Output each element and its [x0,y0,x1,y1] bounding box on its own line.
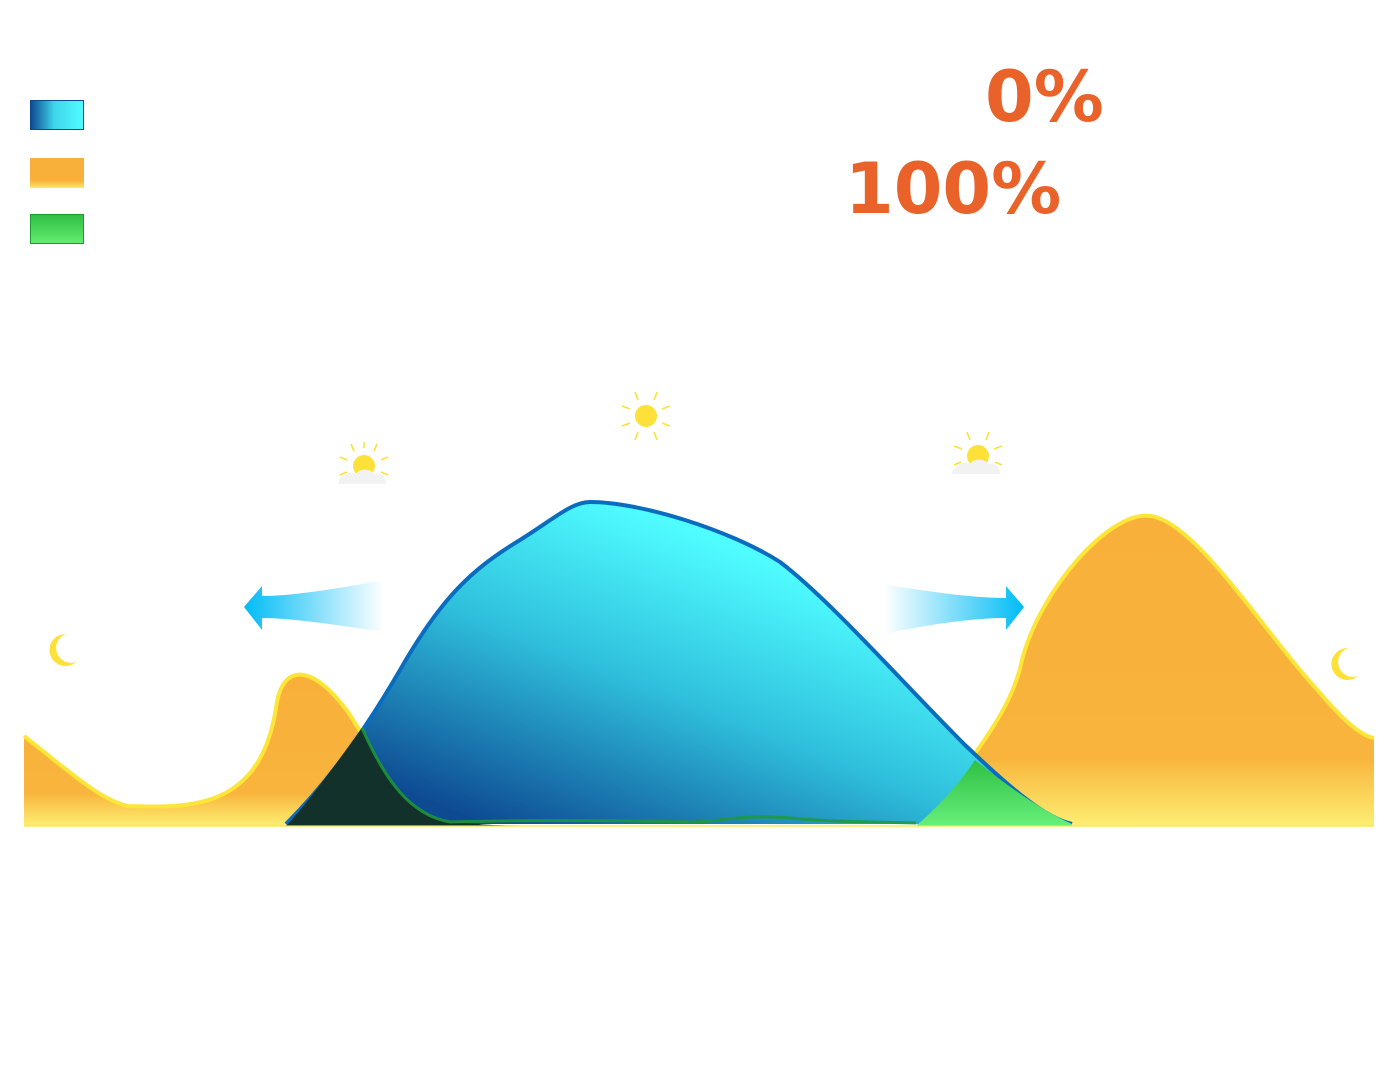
moon-icon [49,633,76,666]
legend-swatch-solar [30,100,84,130]
grid-area-right [965,515,1374,826]
battery-area-right [916,760,1072,826]
grid-outline-right [968,513,1375,762]
legend-swatch-battery [30,214,84,244]
percent-top-value: 0% [985,56,1104,138]
legend-swatch-grid [30,158,84,188]
sunrise-icon [338,442,389,484]
grid-area-left [24,674,372,826]
percent-bottom-value: 100% [845,148,1062,230]
arrow-left-icon [244,580,384,632]
solar-area [286,502,1072,824]
sunset-icon [952,431,1003,474]
battery-overlap-left [286,728,520,826]
sun-icon [621,391,671,441]
solar-outline [284,499,1073,826]
grid-outline-left [22,672,374,809]
arrow-right-icon [884,584,1024,634]
moon-icon [1331,647,1358,680]
battery-line [360,727,917,825]
